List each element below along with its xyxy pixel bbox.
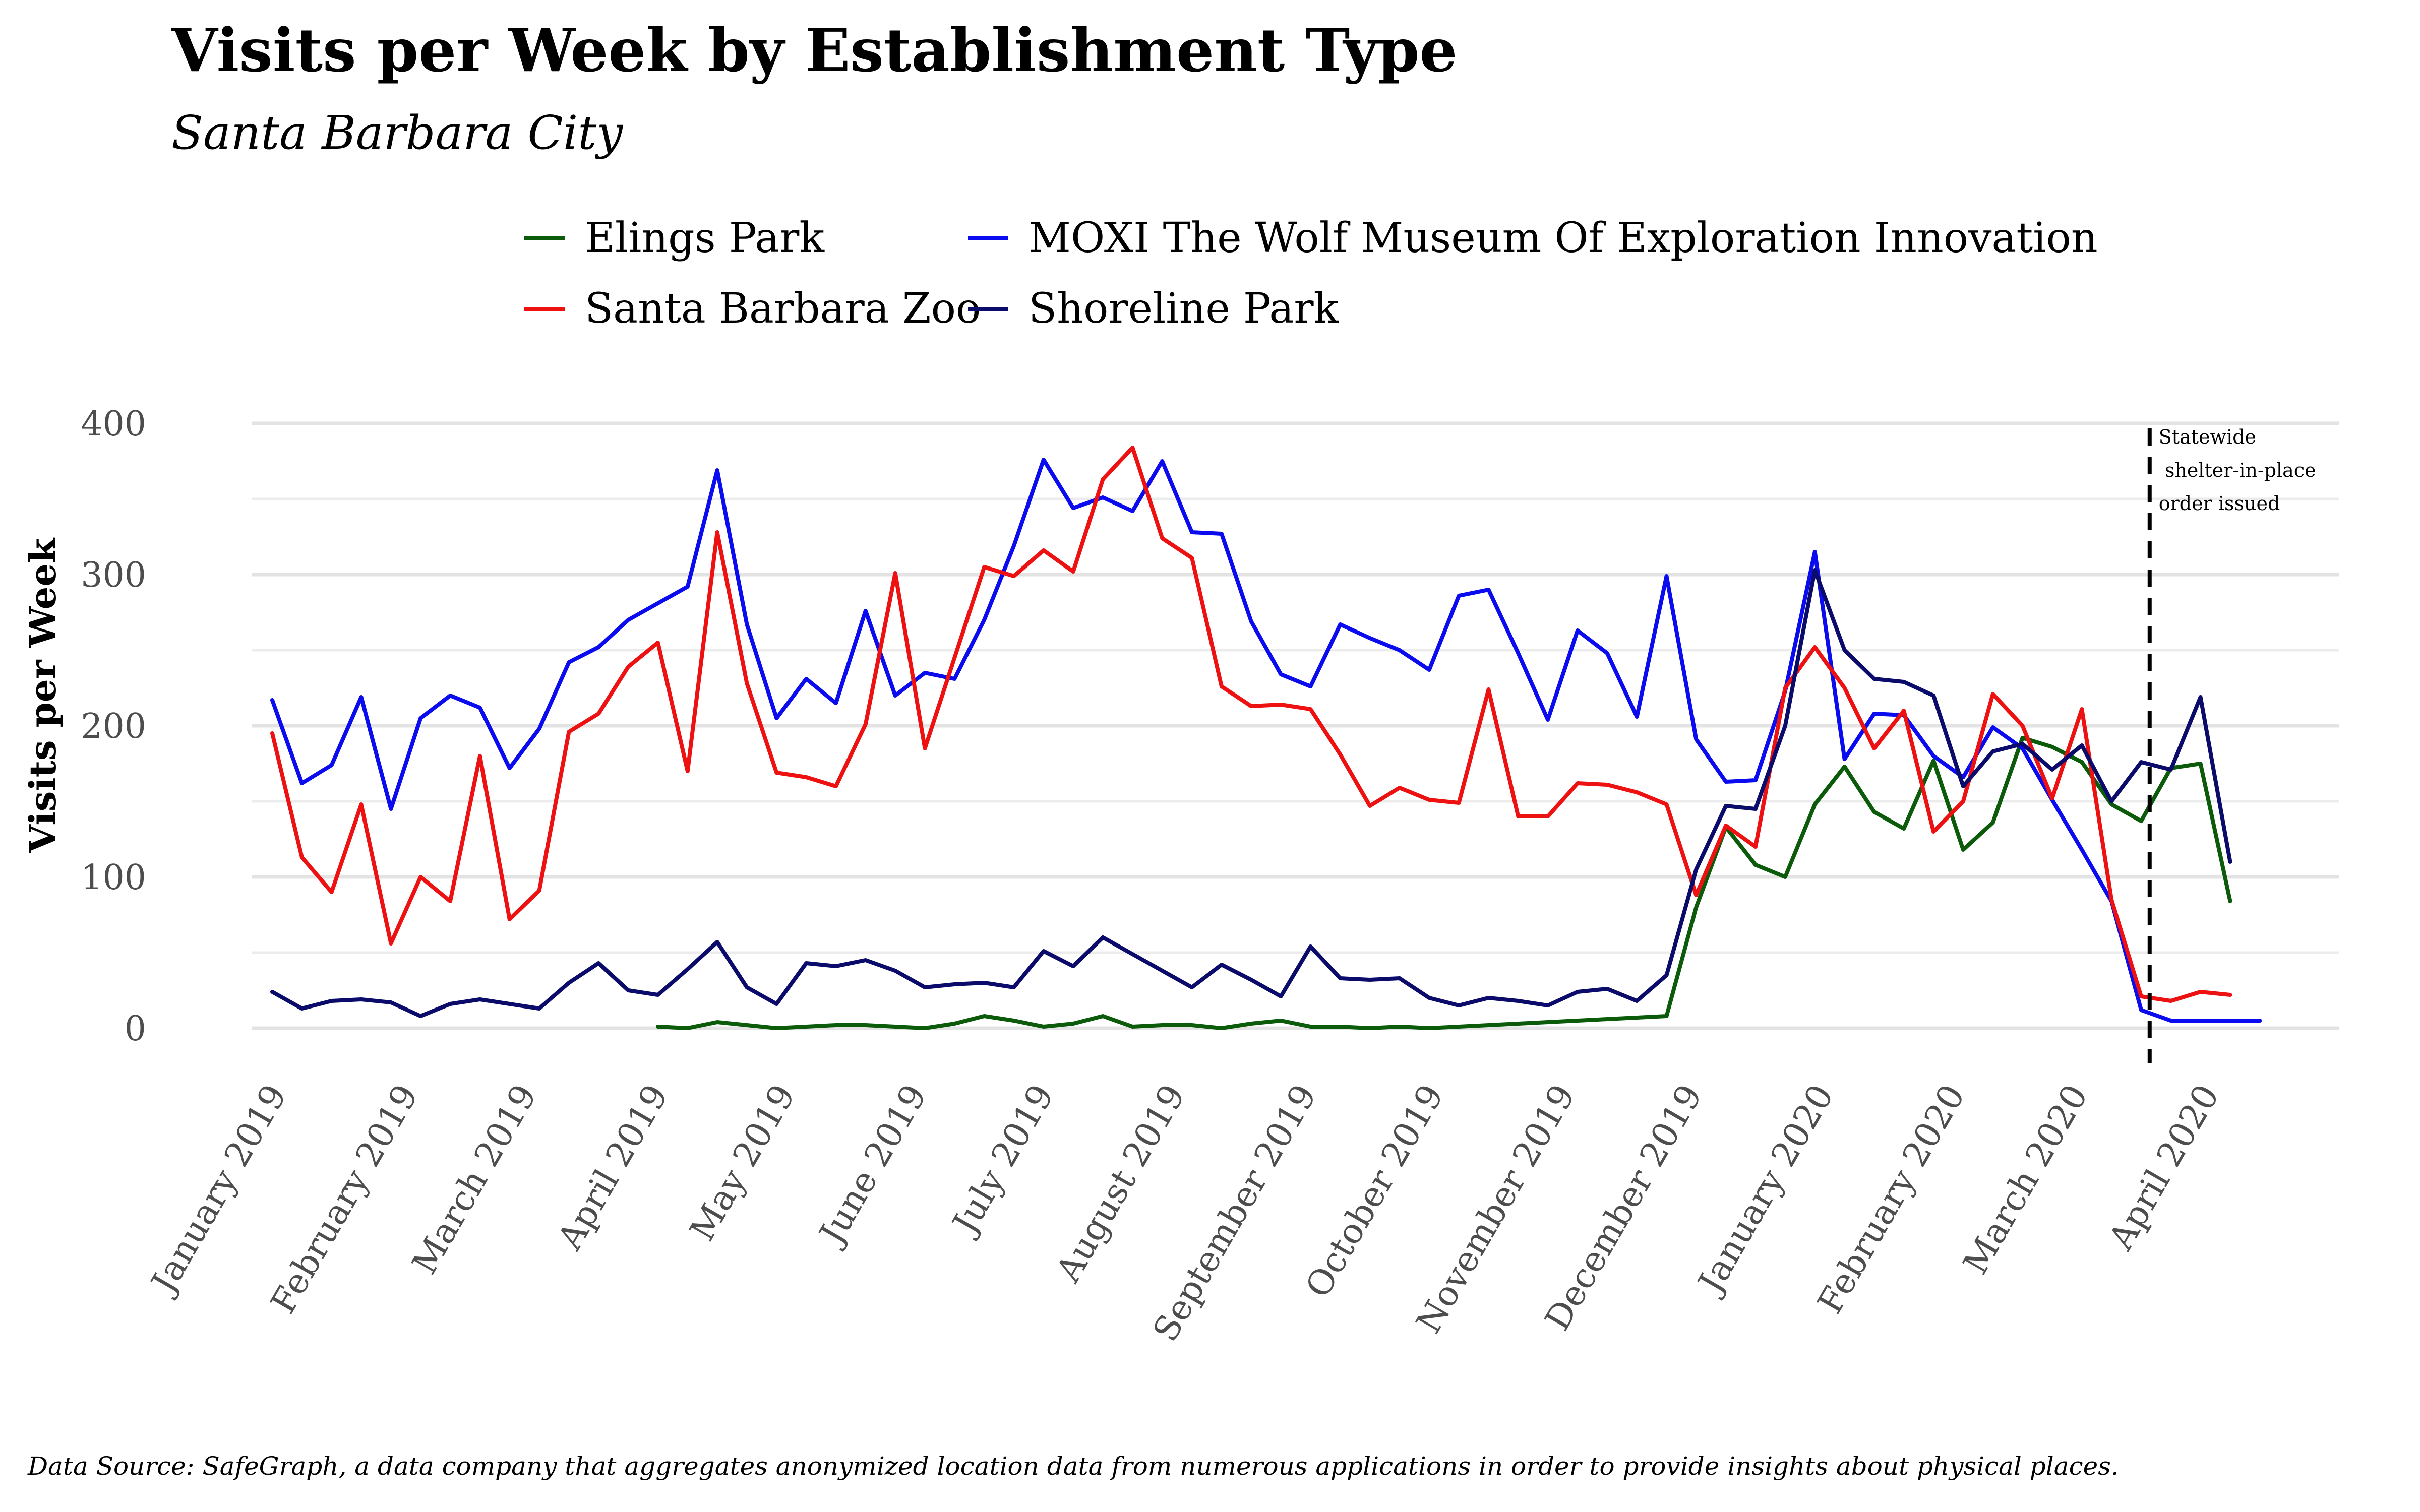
x-tick-label: April 2019 (550, 1078, 677, 1257)
grid-lines (252, 421, 2339, 1030)
legend-swatch (968, 306, 1008, 311)
annotation-line-text: order issued (2159, 492, 2280, 515)
legend-label: Elings Park (585, 214, 825, 262)
x-tick-label: April 2020 (2101, 1078, 2227, 1257)
x-tick-label: February 2019 (263, 1078, 426, 1320)
y-tick-label: 400 (81, 404, 146, 444)
y-tick-label: 0 (125, 1009, 146, 1049)
series-line (270, 568, 2232, 1018)
annotation-line-text: Statewide (2159, 426, 2256, 448)
chart-subtitle: Santa Barbara City (171, 106, 623, 160)
x-tick-label: March 2020 (1956, 1078, 2096, 1281)
legend-label: Santa Barbara Zoo (585, 285, 981, 333)
legend-swatch (524, 306, 565, 311)
legend-swatch (524, 236, 565, 240)
x-tick-label: July 2019 (944, 1078, 1062, 1243)
legend-item-santa-barbara-zoo: Santa Barbara Zoo (524, 285, 981, 333)
legend-swatch (968, 236, 1008, 240)
y-tick-labels: 0 100 200 300 400 (81, 404, 146, 1049)
series-line (270, 446, 2232, 1003)
x-tick-label: May 2019 (682, 1078, 803, 1248)
x-tick-label: February 2020 (1810, 1078, 1973, 1320)
data-source-caption: Data Source: SafeGraph, a data company t… (28, 1452, 2119, 1481)
series-line (270, 458, 2262, 1023)
annotation-text: Statewide shelter-in-place order issued (2159, 426, 2316, 515)
x-tick-label: January 2020 (1689, 1078, 1842, 1302)
y-tick-label: 300 (81, 555, 146, 595)
annotation-line-text: shelter-in-place (2159, 459, 2316, 481)
legend-item-moxi: MOXI The Wolf Museum Of Exploration Inno… (968, 214, 2098, 262)
legend-label: MOXI The Wolf Museum Of Exploration Inno… (1028, 214, 2098, 262)
legend-item-shoreline-park: Shoreline Park (968, 285, 1339, 333)
series-line (655, 736, 2232, 1030)
legend-label: Shoreline Park (1028, 285, 1339, 333)
legend-item-elings-park: Elings Park (524, 214, 824, 262)
y-tick-label: 100 (81, 858, 146, 898)
y-axis-label: Visits per Week (21, 537, 64, 853)
legend: Elings Park Santa Barbara Zoo MOXI The W… (524, 214, 2188, 350)
x-tick-label: October 2019 (1298, 1078, 1452, 1304)
x-tick-label: January 2019 (143, 1078, 295, 1302)
y-tick-label: 200 (81, 707, 146, 746)
x-tick-label: June 2019 (811, 1078, 935, 1253)
chart-title: Visits per Week by Establishment Type (171, 15, 1458, 85)
series-lines (270, 446, 2262, 1030)
line-chart: Statewide shelter-in-place order issued 0… (21, 404, 2339, 1348)
annotation: Statewide shelter-in-place order issued (2147, 426, 2316, 1063)
x-tick-label: August 2019 (1048, 1078, 1193, 1289)
x-tick-label: March 2019 (405, 1078, 545, 1281)
